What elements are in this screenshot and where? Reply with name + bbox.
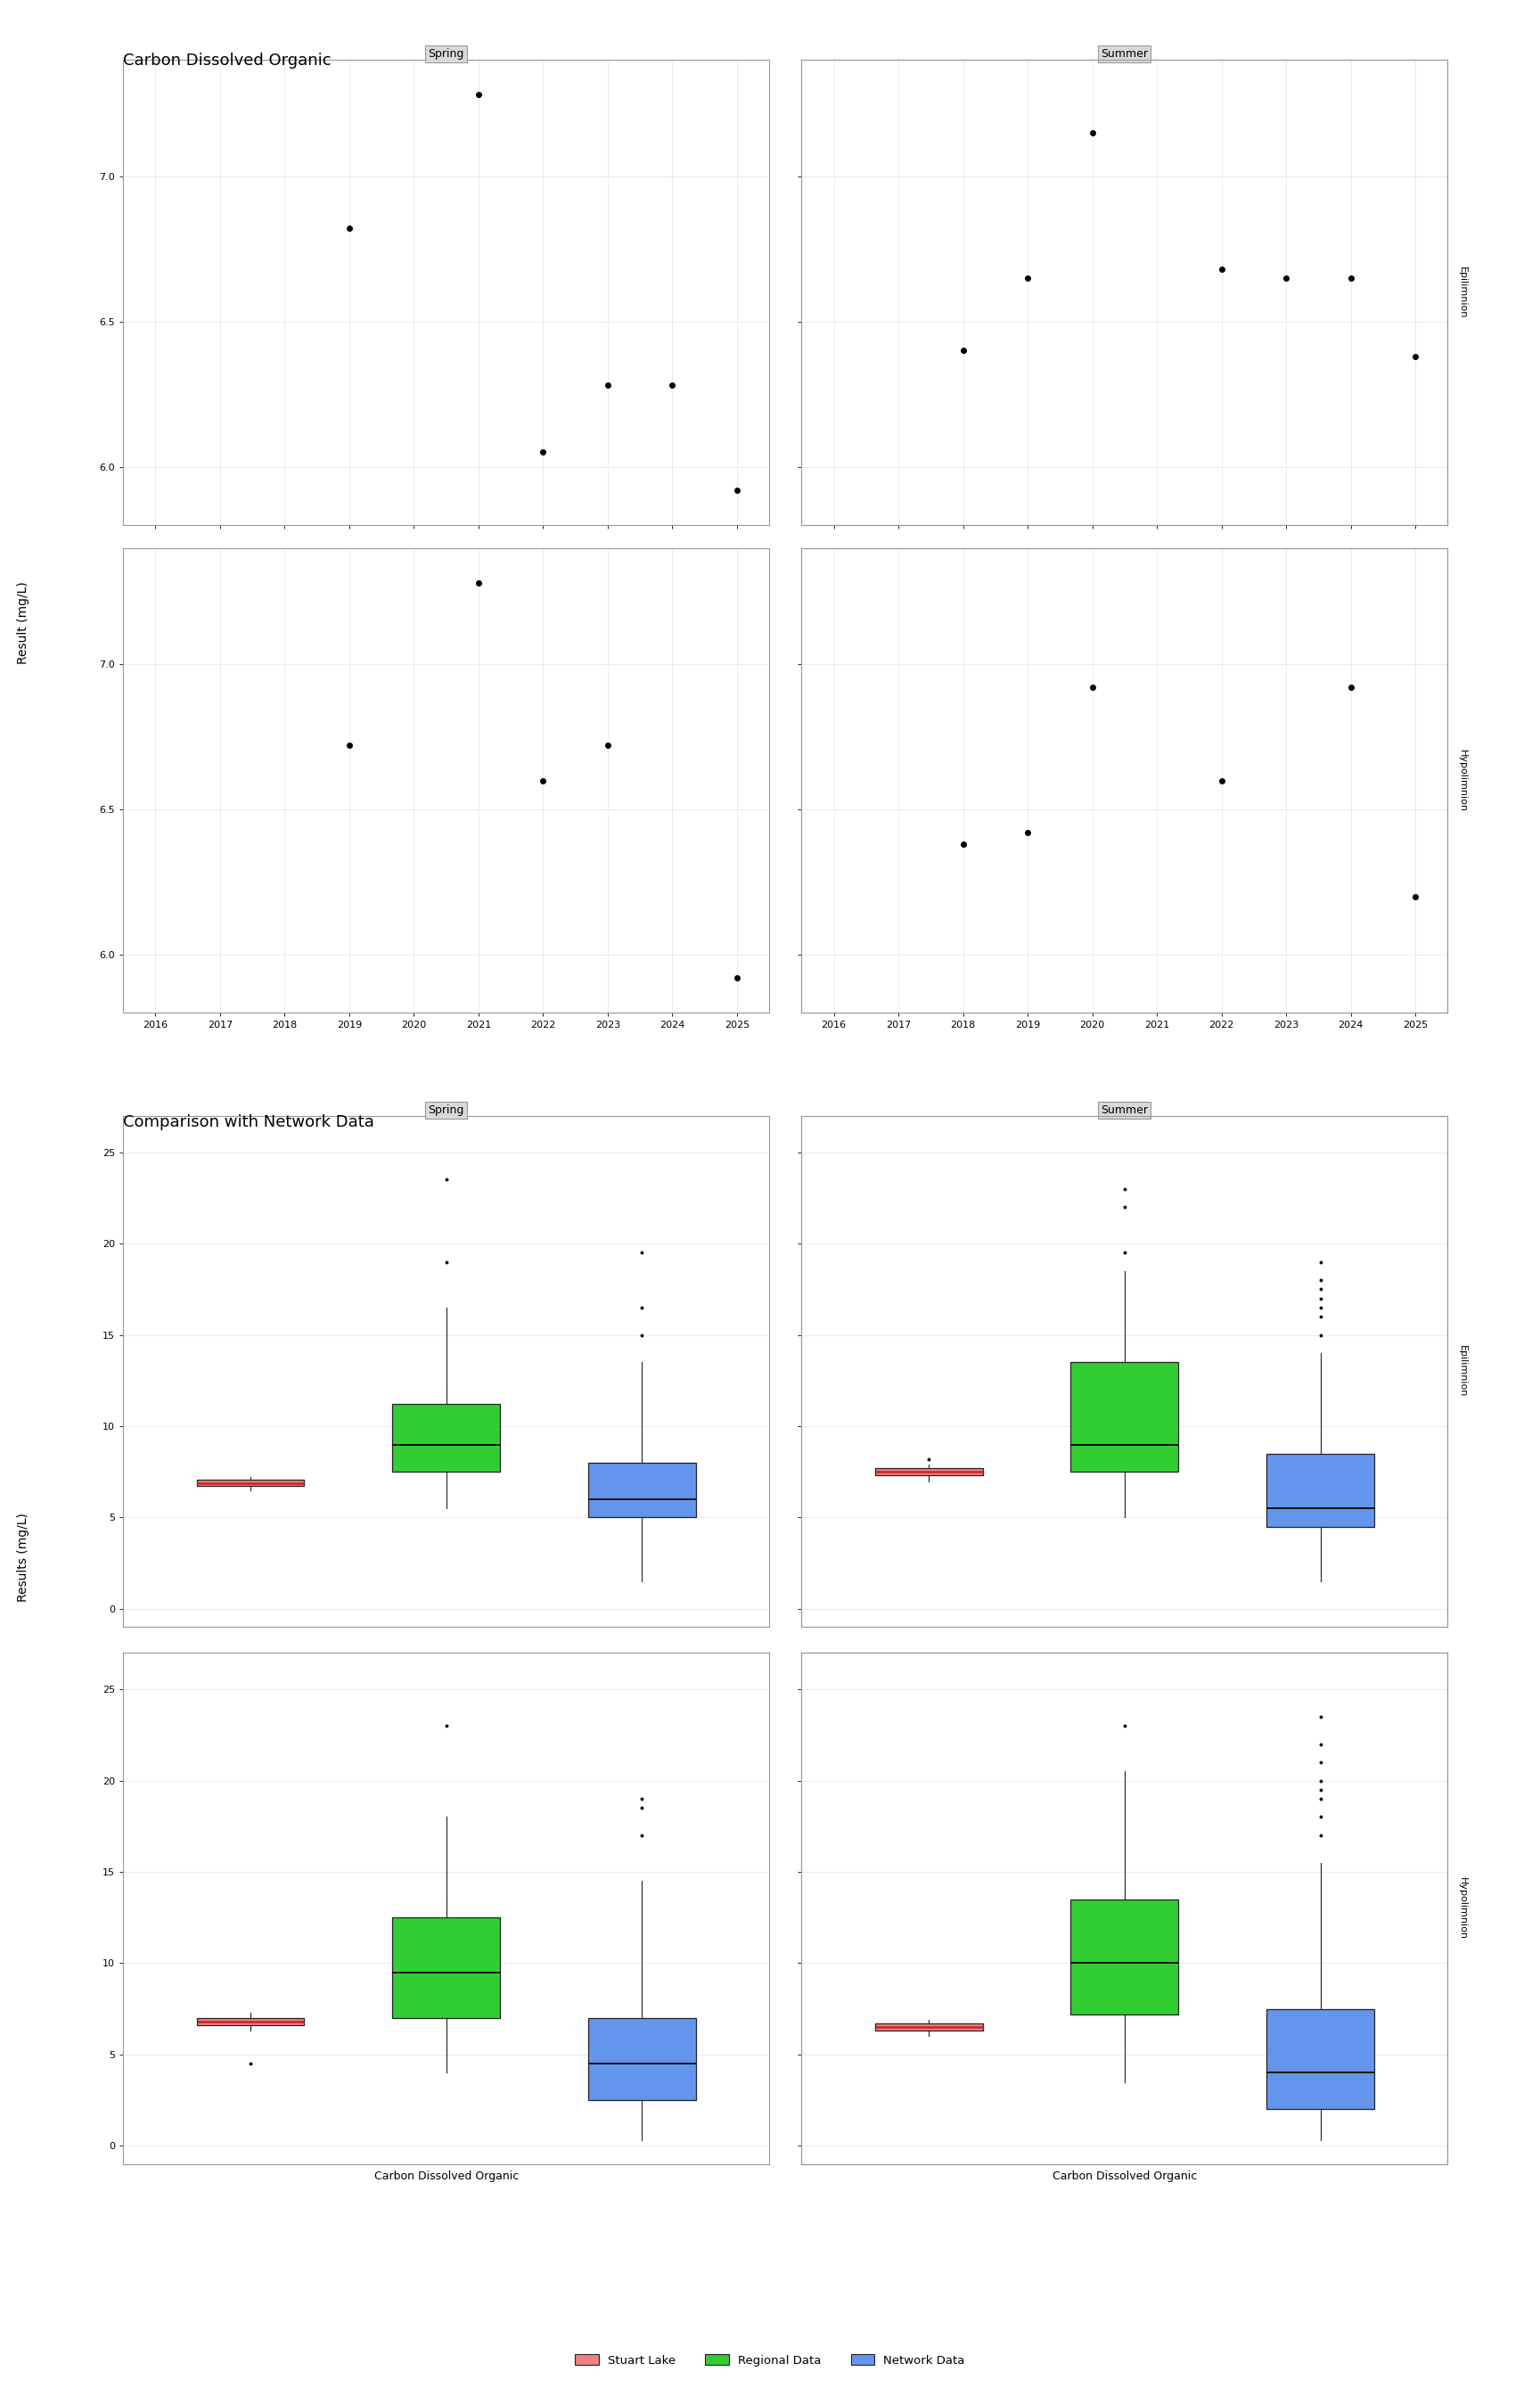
Point (1307, 1761, 1332, 1799)
Point (1209, 762, 1234, 800)
Point (1112, 1234, 1137, 1272)
Bar (197, 2017, 305, 2025)
Point (531, 434, 556, 472)
X-axis label: Carbon Dissolved Organic: Carbon Dissolved Organic (374, 2171, 519, 2183)
Point (467, 563, 491, 601)
Point (1307, 1289, 1332, 1327)
Y-axis label: Epilimnion: Epilimnion (1457, 266, 1466, 319)
Point (950, 331, 975, 369)
Bar (1266, 1454, 1374, 1526)
Bar (588, 2017, 696, 2101)
Point (434, 1706, 459, 1744)
Point (661, 367, 685, 405)
Point (1307, 1797, 1332, 1835)
Point (1307, 1279, 1332, 1318)
Bar (1070, 1363, 1178, 1471)
Point (1274, 259, 1298, 297)
Point (531, 762, 556, 800)
Point (630, 1315, 654, 1354)
Point (1307, 1244, 1332, 1282)
Point (337, 726, 362, 764)
X-axis label: Carbon Dissolved Organic: Carbon Dissolved Organic (1052, 2171, 1197, 2183)
Point (1209, 249, 1234, 288)
Point (630, 1780, 654, 1819)
Point (239, 2044, 263, 2082)
Point (1307, 1742, 1332, 1780)
Point (1080, 668, 1104, 707)
Title: Summer: Summer (1101, 48, 1149, 60)
Point (337, 208, 362, 247)
Point (1307, 1780, 1332, 1819)
Point (1307, 1260, 1332, 1299)
Point (630, 1289, 654, 1327)
Point (1403, 877, 1428, 915)
Title: Summer: Summer (1101, 1105, 1149, 1117)
Point (950, 824, 975, 863)
Text: Comparison with Network Data: Comparison with Network Data (123, 1114, 374, 1131)
Point (630, 1790, 654, 1828)
Point (1307, 1270, 1332, 1308)
Bar (1266, 2008, 1374, 2108)
Point (1015, 815, 1040, 853)
Bar (875, 1469, 983, 1476)
Point (630, 1816, 654, 1855)
Bar (393, 1404, 501, 1471)
Legend: Stuart Lake, Regional Data, Network Data: Stuart Lake, Regional Data, Network Data (570, 2350, 970, 2372)
Bar (588, 1462, 696, 1517)
Point (1403, 338, 1428, 376)
Point (596, 367, 621, 405)
Y-axis label: Hypolimnion: Hypolimnion (1457, 1876, 1466, 1938)
Point (1015, 259, 1040, 297)
Point (1307, 1299, 1332, 1337)
Text: Results (mg/L): Results (mg/L) (17, 1512, 29, 1603)
Y-axis label: Hypolimnion: Hypolimnion (1457, 750, 1466, 812)
Y-axis label: Epilimnion: Epilimnion (1457, 1347, 1466, 1397)
Text: Carbon Dissolved Organic: Carbon Dissolved Organic (123, 53, 331, 69)
Bar (875, 2022, 983, 2032)
Point (467, 77, 491, 115)
Text: Result (mg/L): Result (mg/L) (17, 582, 29, 664)
Point (1112, 1188, 1137, 1227)
Title: Spring: Spring (428, 1105, 464, 1117)
Bar (197, 1481, 305, 1486)
Point (1307, 1771, 1332, 1809)
Point (1080, 113, 1104, 151)
Point (916, 1440, 941, 1478)
Point (434, 1160, 459, 1198)
Point (1112, 1706, 1137, 1744)
Point (434, 1244, 459, 1282)
Point (1307, 1315, 1332, 1354)
Point (1307, 1696, 1332, 1735)
Point (1112, 1169, 1137, 1208)
Point (1307, 1725, 1332, 1763)
Point (1338, 668, 1363, 707)
Point (630, 1234, 654, 1272)
Title: Spring: Spring (428, 48, 464, 60)
Point (1307, 1816, 1332, 1855)
Point (725, 958, 750, 997)
Point (725, 470, 750, 508)
Bar (1070, 1900, 1178, 2015)
Point (596, 726, 621, 764)
Point (1338, 259, 1363, 297)
Bar (393, 1917, 501, 2017)
